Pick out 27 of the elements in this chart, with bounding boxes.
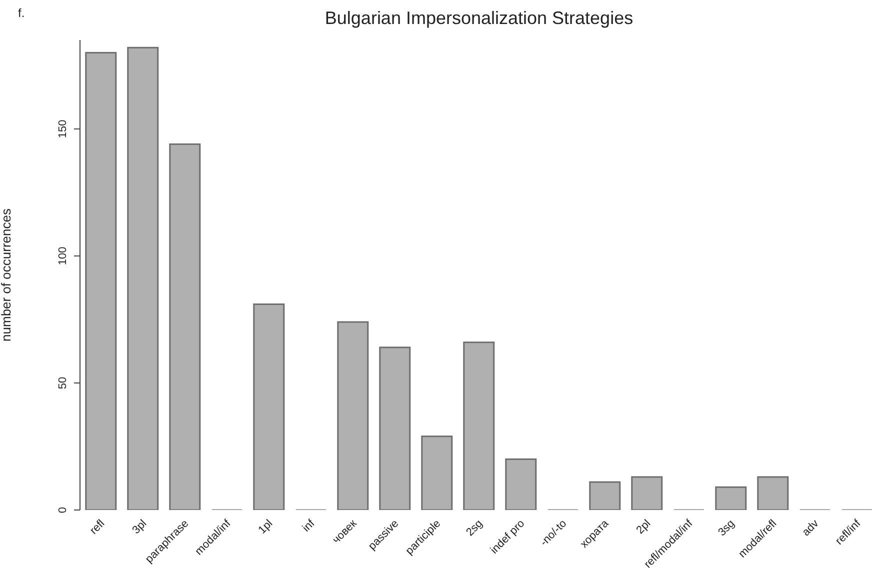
bar [85, 52, 117, 510]
bar [715, 486, 747, 510]
bar [757, 476, 789, 510]
y-axis-title: number of occurrences [0, 208, 14, 342]
x-tick-label: 1pl [256, 518, 276, 537]
bar [421, 436, 453, 510]
y-tick-label: 50 [57, 376, 69, 390]
bar [589, 481, 621, 510]
x-tick-label: adv [800, 517, 822, 539]
bar [505, 458, 537, 510]
x-tick-label: 3sg [716, 518, 738, 539]
bar [463, 342, 495, 510]
chart-title: Bulgarian Impersonalization Strategies [324, 8, 634, 29]
x-tick-label: 2sg [464, 518, 486, 539]
text: f. [18, 6, 25, 20]
bar [127, 46, 159, 510]
bar [253, 303, 285, 510]
y-tick-label: 0 [57, 506, 69, 514]
x-tick-label: refl [88, 518, 108, 537]
y-tick-label: 150 [57, 120, 69, 138]
y-tick-label: 100 [57, 246, 69, 266]
x-tick-label: 3pl [130, 518, 150, 537]
bar [631, 476, 663, 510]
bar [337, 321, 369, 510]
x-tick-label: inf [300, 516, 318, 534]
bar [169, 143, 201, 510]
bar [379, 346, 411, 510]
